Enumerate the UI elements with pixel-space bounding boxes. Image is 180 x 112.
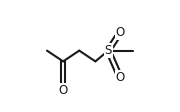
Text: O: O [116,71,125,84]
Text: S: S [105,44,112,57]
Text: O: O [116,26,125,39]
Text: O: O [58,84,68,97]
